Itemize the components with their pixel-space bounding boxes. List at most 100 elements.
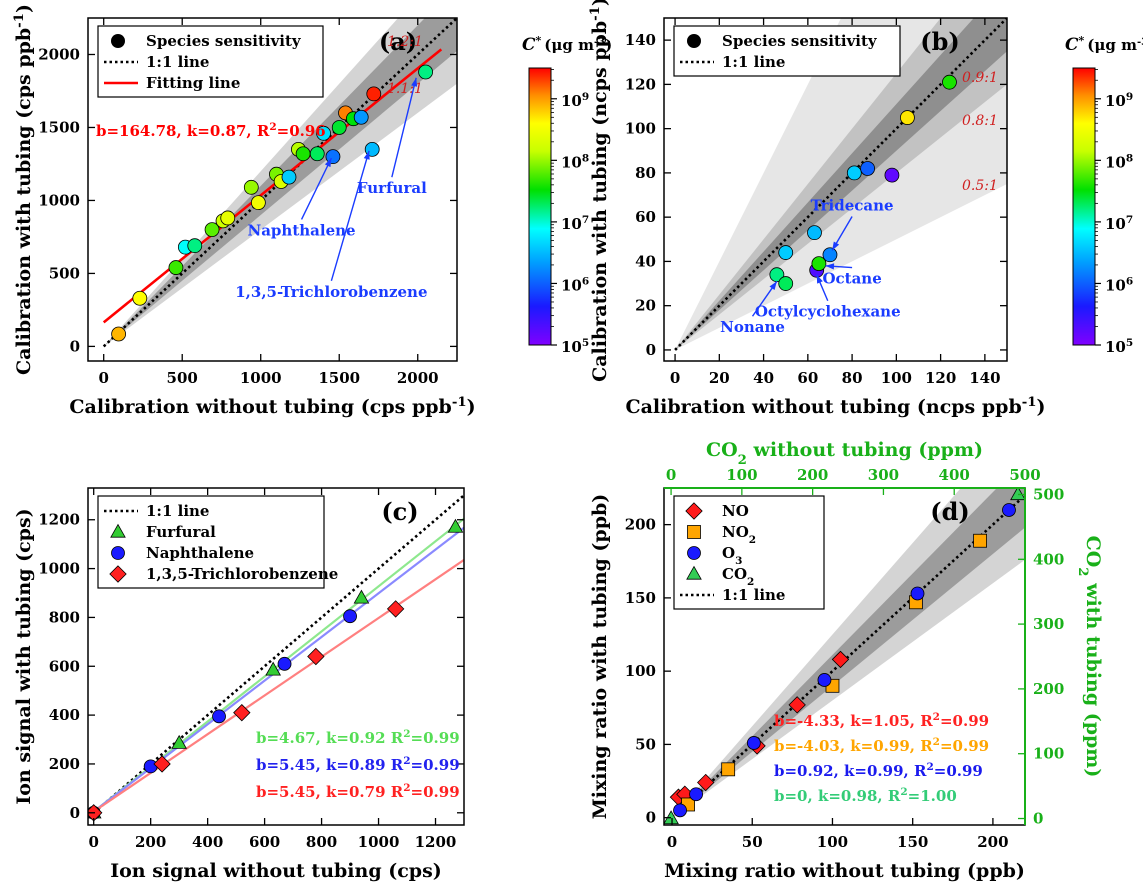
data-point xyxy=(187,238,203,254)
data-point-circle xyxy=(746,736,761,750)
y2-tick-label: 400 xyxy=(1033,550,1064,568)
data-point xyxy=(807,225,822,241)
legend-label: NO2 xyxy=(722,523,756,546)
x2-tick-label: 200 xyxy=(797,466,828,484)
x-tick-label: 1000 xyxy=(358,833,400,851)
data-point-circle xyxy=(673,803,687,818)
colorbar-title: C*(μg m-3) xyxy=(522,34,612,56)
y-tick-label: 2000 xyxy=(38,45,80,63)
x-tick-label: 200 xyxy=(135,833,166,851)
legend-box xyxy=(97,495,325,589)
legend-label: 1:1 line xyxy=(722,586,785,604)
x-tick-label: 100 xyxy=(881,369,912,387)
y-tick-label: 200 xyxy=(49,755,80,773)
x-tick-label: 80 xyxy=(842,369,863,387)
data-point-circle xyxy=(343,609,357,624)
panel-a: 0 500 1000 1500 20000500100015002000Calibrat… xyxy=(12,4,613,419)
y2-axis-label: CO2 with tubing (ppm) xyxy=(1076,536,1105,778)
y-tick-label: 400 xyxy=(49,706,80,724)
legend-swatch-marker xyxy=(687,34,701,48)
y-axis-label: Calibration with tubing (ncps ppb-1) xyxy=(588,0,612,382)
x-tick-label: 60 xyxy=(797,369,818,387)
x-axis-label: Calibration without tubing (cps ppb-1) xyxy=(69,395,475,419)
legend-label: Species sensitivity xyxy=(146,32,302,50)
legend-label: O3 xyxy=(722,544,742,567)
band-label: 0.8:1 xyxy=(962,113,998,129)
y2-tick-label: 300 xyxy=(1033,615,1064,633)
legend-box xyxy=(97,25,324,98)
x-tick-label: 140 xyxy=(969,369,1000,387)
x-tick-label: 2000 xyxy=(397,369,439,387)
data-point-square xyxy=(973,533,987,548)
data-point xyxy=(366,86,382,102)
y-axis-label: Calibration with tubing (cps ppb-1) xyxy=(12,4,36,375)
legend-label: 1:1 line xyxy=(722,53,785,71)
data-point xyxy=(811,256,827,272)
colorbar xyxy=(528,67,552,346)
legend-label: Species sensitivity xyxy=(722,32,878,50)
arrow-head xyxy=(816,274,823,284)
legend-swatch-marker xyxy=(110,523,126,538)
annotation-arrow xyxy=(391,77,417,178)
y-tick-label: 140 xyxy=(625,31,656,49)
y2-tick-label: 200 xyxy=(1033,680,1064,698)
y-tick-label: 1200 xyxy=(38,511,80,529)
panel-label: (a) xyxy=(379,27,417,56)
data-point xyxy=(316,125,331,141)
y-tick-label: 0 xyxy=(646,809,656,827)
legend-swatch-marker xyxy=(111,546,125,560)
arrow-head xyxy=(825,263,835,270)
arrow-head xyxy=(363,150,370,160)
panel-d: 0 50 100 150 200 0 50 100 150 200 0 100 200 300 400 500… xyxy=(589,439,1105,882)
fit-equation: b=0, k=0.98, R2=1.00 xyxy=(774,786,957,805)
data-point-triangle xyxy=(353,589,370,604)
plot-area xyxy=(102,18,457,348)
plot-frame xyxy=(87,17,458,362)
legend-swatch-marker xyxy=(109,565,127,583)
data-point xyxy=(778,276,794,291)
colorbar-tick-label: 109 xyxy=(561,91,589,110)
x-tick-label: 500 xyxy=(167,369,198,387)
y2-tick-label: 100 xyxy=(1033,745,1064,763)
panel-c: 0 200 400 600 800 1000 1200 0 200 400 600 800 1000 12… xyxy=(13,487,465,882)
one-to-one-line xyxy=(92,493,464,814)
x-tick-label: 20 xyxy=(709,369,730,387)
annotation-label: Nonane xyxy=(720,318,785,336)
y-tick-label: 600 xyxy=(49,657,80,675)
y2-tick-label: 0 xyxy=(1033,810,1043,828)
fit-equation: b=5.45, k=0.89 R2=0.99 xyxy=(256,755,460,774)
uncertainty-band xyxy=(672,488,1025,818)
y-tick-label: 150 xyxy=(625,589,656,607)
colorbar-tick-label: 107 xyxy=(1105,214,1133,233)
data-point xyxy=(353,109,369,125)
data-point xyxy=(220,210,236,226)
data-point-triangle xyxy=(1010,488,1025,501)
arrow-head xyxy=(832,241,840,251)
data-point-triangle xyxy=(171,734,187,749)
colorbar-tick-label: 109 xyxy=(1105,91,1133,110)
y-tick-label: 500 xyxy=(49,264,80,282)
y-tick-label: 100 xyxy=(625,120,656,138)
x-axis-label: Ion signal without tubing (cps) xyxy=(110,860,442,882)
data-point xyxy=(250,195,266,211)
y-tick-label: 1000 xyxy=(38,560,80,578)
data-point-circle xyxy=(277,656,292,671)
x-tick-label: 0 xyxy=(98,369,108,387)
plot-frame xyxy=(87,487,465,826)
data-point-diamond xyxy=(831,650,850,669)
x2-tick-label: 100 xyxy=(726,466,757,484)
y-tick-label: 0 xyxy=(646,341,656,359)
plot-area xyxy=(88,493,464,822)
plot-area xyxy=(674,18,1007,351)
y2-tick-label: 500 xyxy=(1033,485,1064,503)
legend-label: Fitting line xyxy=(146,74,240,92)
data-point xyxy=(309,146,325,162)
x-tick-label: 0 xyxy=(667,833,677,851)
panel-label: (c) xyxy=(381,497,418,526)
annotation-label: Octylcyclohexane xyxy=(755,303,901,321)
fit-equation: b=4.67, k=0.92 R2=0.99 xyxy=(256,728,460,747)
data-point xyxy=(168,260,184,275)
annotation-label: Naphthalene xyxy=(248,221,356,239)
x-tick-label: 1000 xyxy=(240,369,282,387)
